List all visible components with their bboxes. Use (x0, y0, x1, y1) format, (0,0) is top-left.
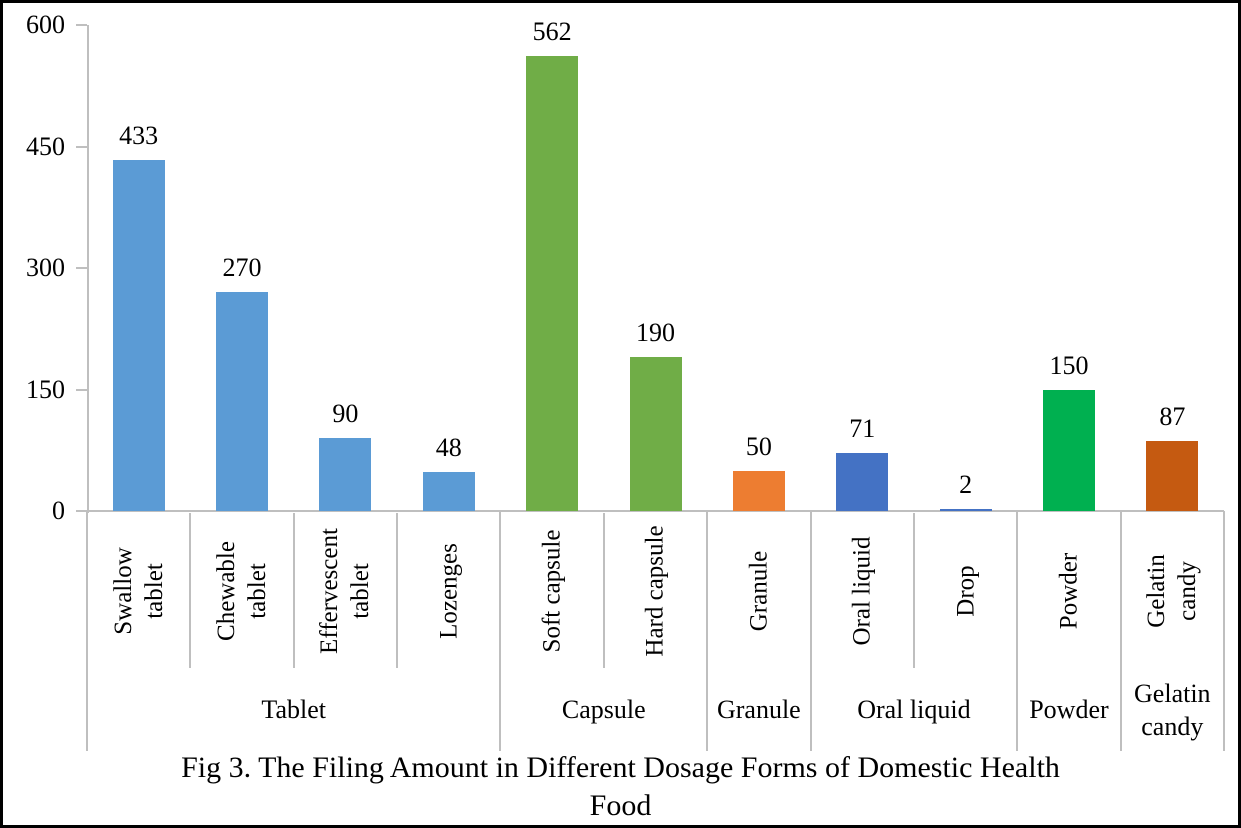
category-divider (292, 513, 295, 668)
value-label-chewable-tablet: 270 (222, 253, 262, 283)
category-label-slot: Hard capsule (604, 513, 707, 668)
category-label-slot: Chewable tablet (190, 513, 293, 668)
value-label-drop: 2 (959, 470, 973, 499)
category-divider (602, 513, 605, 668)
y-axis-tick (76, 267, 87, 269)
x-axis-line (87, 510, 1224, 512)
category-label-hard-capsule: Hard capsule (641, 524, 669, 657)
plot-area: 0 150 300 450 600 433 Swallow tablet 270 Chewabl… (3, 3, 1238, 825)
category-label-effervescent-tablet: Effervescent tablet (316, 527, 375, 654)
chart-title: Fig 3. The Filing Amount in Different Do… (181, 751, 1060, 822)
y-axis-tick (76, 510, 87, 512)
bar-drop (939, 509, 992, 511)
category-divider (189, 513, 192, 668)
bar-hard-capsule (629, 357, 682, 511)
category-label-oral-liquid: Oral liquid (848, 536, 876, 646)
group-label-granule: Granule (716, 695, 801, 724)
category-label-slot: Effervescent tablet (294, 513, 397, 668)
bar-gelatin-candy (1146, 440, 1199, 511)
category-label-soft-capsule: Soft capsule (538, 529, 566, 652)
y-axis-label: 0 (52, 496, 65, 525)
category-label-swallow-tablet: Swallow tablet (109, 546, 168, 635)
value-label-oral-liquid: 71 (849, 414, 876, 444)
bar-swallow-tablet (112, 160, 165, 511)
group-label-slot: Tablet (87, 668, 500, 751)
group-label-slot: Granule (707, 668, 810, 751)
group-label-oral-liquid: Oral liquid (857, 695, 971, 724)
bar-chewable-tablet (216, 292, 269, 511)
bar-lozenges (422, 472, 475, 511)
y-axis-tick (76, 388, 87, 391)
value-label-soft-capsule: 562 (532, 16, 572, 46)
bar-soft-capsule (526, 55, 579, 511)
category-label-slot: Drop (914, 513, 1017, 668)
bar-powder (1042, 389, 1095, 511)
category-label-chewable-tablet: Chewable tablet (213, 540, 272, 641)
group-divider (1016, 511, 1019, 751)
group-label-slot: Capsule (500, 668, 707, 751)
category-label-slot: Lozenges (397, 513, 500, 668)
y-axis-label: 300 (26, 253, 65, 282)
group-divider (1223, 511, 1225, 751)
group-label-tablet: Tablet (261, 695, 327, 724)
value-label-effervescent-tablet: 90 (332, 399, 359, 429)
y-axis-tick (76, 145, 87, 148)
group-divider (86, 511, 88, 751)
category-label-granule: Granule (745, 550, 773, 631)
y-axis-label: 150 (26, 374, 65, 404)
group-label-powder: Powder (1029, 695, 1109, 724)
y-axis-label: 450 (26, 131, 65, 161)
group-divider (499, 511, 502, 751)
group-divider (706, 511, 709, 751)
group-divider (1119, 511, 1122, 751)
y-axis-line (87, 25, 89, 513)
category-divider (396, 513, 399, 668)
category-label-slot: Gelatin candy (1121, 513, 1224, 668)
category-label-powder: Powder (1055, 552, 1083, 629)
category-label-slot: Swallow tablet (87, 513, 190, 668)
value-label-granule: 50 (745, 431, 772, 461)
group-label-capsule: Capsule (561, 695, 646, 724)
category-label-lozenges: Lozenges (435, 542, 463, 639)
category-divider (912, 513, 915, 668)
value-label-lozenges: 48 (435, 433, 462, 463)
y-axis-label: 600 (26, 10, 65, 39)
category-label-drop: Drop (952, 564, 980, 617)
value-label-swallow-tablet: 433 (119, 121, 159, 151)
category-label-slot: Powder (1017, 513, 1120, 668)
category-label-slot: Soft capsule (500, 513, 603, 668)
category-label-slot: Oral liquid (811, 513, 914, 668)
value-label-powder: 150 (1049, 350, 1089, 380)
bar-effervescent-tablet (319, 438, 372, 511)
group-label-gelatin-candy: Gelatin candy (1134, 678, 1211, 741)
bar-granule (732, 470, 785, 511)
group-label-slot: Powder (1017, 668, 1120, 751)
category-label-slot: Granule (707, 513, 810, 668)
category-label-gelatin-candy: Gelatin candy (1143, 553, 1202, 628)
group-divider (809, 511, 812, 751)
group-label-slot: Oral liquid (811, 668, 1018, 751)
value-label-hard-capsule: 190 (636, 318, 675, 348)
value-label-gelatin-candy: 87 (1159, 401, 1186, 431)
group-label-slot: Gelatin candy (1121, 668, 1224, 751)
bar-oral-liquid (836, 453, 889, 511)
y-axis-tick (76, 24, 87, 26)
